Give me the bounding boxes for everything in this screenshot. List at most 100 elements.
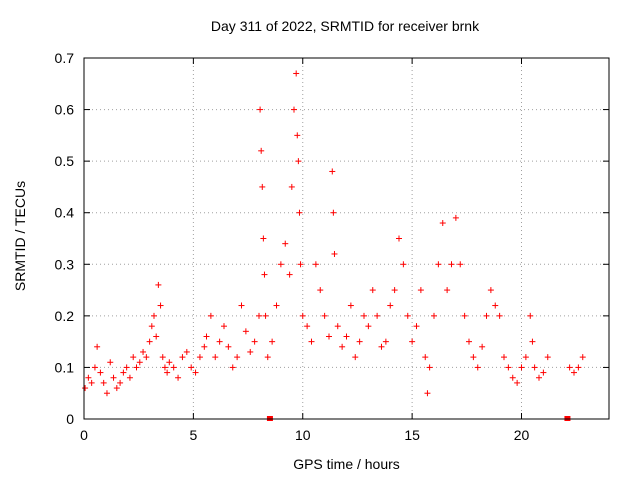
data-point — [91, 364, 98, 371]
data-point — [424, 390, 431, 397]
data-point — [531, 364, 538, 371]
data-point — [120, 369, 127, 376]
data-point — [170, 364, 177, 371]
data-point — [295, 158, 302, 165]
data-point — [225, 343, 232, 350]
data-point — [151, 312, 157, 319]
data-point — [457, 261, 464, 268]
data-point — [321, 312, 328, 319]
x-tick-label: 5 — [189, 427, 197, 443]
data-point — [221, 323, 227, 330]
data-point — [304, 323, 311, 330]
data-point — [409, 338, 416, 345]
data-point — [435, 261, 442, 268]
data-point — [103, 390, 110, 397]
data-point — [242, 328, 249, 335]
data-point — [100, 379, 107, 386]
y-tick-label: 0.1 — [55, 359, 75, 375]
data-point — [216, 338, 223, 345]
data-point — [374, 312, 381, 319]
data-point — [146, 338, 153, 345]
data-point — [312, 261, 319, 268]
data-point — [157, 302, 164, 309]
data-point — [179, 354, 186, 361]
data-point — [207, 312, 214, 319]
data-point — [258, 147, 265, 154]
x-tick-label: 15 — [404, 427, 420, 443]
data-point — [329, 168, 336, 175]
data-point — [331, 250, 338, 257]
plot-frame — [83, 57, 610, 420]
data-point — [426, 364, 433, 371]
data-point — [413, 323, 420, 330]
data-point — [113, 385, 120, 392]
data-point — [110, 374, 117, 381]
data-point — [571, 369, 577, 376]
data-point — [431, 312, 437, 319]
data-point — [501, 354, 507, 361]
data-point — [183, 348, 190, 355]
data-point — [356, 338, 363, 345]
data-point — [161, 364, 168, 371]
data-point — [203, 333, 210, 340]
data-point — [159, 354, 166, 361]
data-point — [378, 343, 385, 350]
data-point — [417, 287, 424, 294]
data-point — [192, 369, 199, 376]
data-point — [509, 374, 516, 381]
data-point — [522, 354, 529, 361]
data-points — [82, 70, 586, 421]
data-point — [123, 364, 130, 371]
data-point — [296, 209, 303, 216]
data-point — [260, 235, 267, 242]
x-tick-label: 10 — [295, 427, 311, 443]
y-tick-label: 0.3 — [55, 256, 75, 272]
y-tick-label: 0.4 — [55, 205, 75, 221]
data-point — [133, 364, 140, 371]
data-point — [212, 354, 219, 361]
data-point — [294, 132, 301, 139]
data-point — [540, 369, 547, 376]
data-point — [175, 374, 182, 381]
data-point — [97, 369, 104, 376]
data-point — [343, 333, 350, 340]
data-point — [487, 287, 494, 294]
data-point — [369, 287, 376, 294]
chart-title: Day 311 of 2022, SRMTID for receiver brn… — [210, 18, 480, 34]
data-point — [94, 343, 101, 350]
data-point — [448, 261, 455, 268]
data-point — [273, 302, 280, 309]
data-point — [514, 379, 521, 386]
data-point — [201, 343, 208, 350]
x-tick-label: 0 — [80, 427, 88, 443]
data-point — [317, 287, 324, 294]
data-point — [85, 374, 92, 381]
data-point — [277, 261, 284, 268]
data-point — [339, 343, 346, 350]
data-point — [229, 364, 236, 371]
data-point — [164, 369, 171, 376]
data-point — [155, 281, 162, 288]
data-point — [566, 364, 573, 371]
data-point — [479, 343, 486, 350]
data-point — [387, 302, 394, 309]
data-point — [148, 323, 155, 330]
data-point — [257, 106, 264, 113]
data-point — [505, 364, 512, 371]
data-point — [352, 354, 359, 361]
data-point — [269, 338, 276, 345]
data-point — [439, 220, 446, 227]
data-point — [234, 354, 241, 361]
data-point — [365, 323, 372, 330]
y-tick-label: 0.7 — [55, 50, 75, 66]
y-axis-label: SRMTID / TECUs — [12, 180, 28, 292]
data-point — [136, 359, 143, 366]
data-point — [466, 338, 472, 345]
data-point — [400, 261, 407, 268]
y-tick-label: 0.6 — [55, 102, 75, 118]
data-point — [579, 354, 586, 361]
data-point — [527, 312, 534, 319]
data-point — [130, 354, 137, 361]
